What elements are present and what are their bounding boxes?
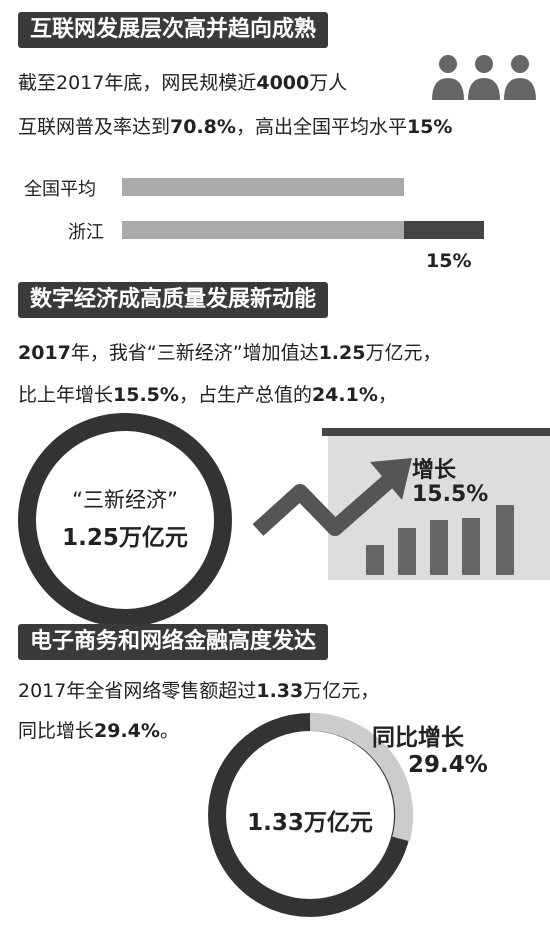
text-segment: 万亿元， — [303, 680, 380, 702]
bar-label: 全国平均 — [24, 179, 96, 200]
bar-label: 浙江 — [68, 222, 104, 243]
difference-bar — [404, 221, 484, 239]
text-segment: 2017年全省网络零售额超过 — [18, 680, 257, 702]
text-segment: 比上年增长 — [18, 384, 114, 406]
text-segment: 年，我省“三新经济”增加值达 — [70, 342, 319, 364]
text-segment: 万亿元， — [365, 342, 442, 364]
zhejiang-bar — [122, 221, 404, 239]
text-segment: ，高出全国平均水平 — [235, 116, 407, 138]
text-segment: 1.33 — [256, 680, 304, 702]
text-segment: 24.1% — [311, 384, 378, 406]
text-segment: 2017 — [18, 342, 71, 364]
heading: 电子商务和网络金融高度发达 — [18, 624, 329, 660]
text-segment: 4000 — [256, 72, 310, 94]
text-segment: 15.5% — [113, 384, 179, 406]
text-line: 截至2017年底，网民规模近4000万人 — [18, 68, 347, 95]
text-line: 同比增长29.4%。 — [18, 716, 179, 743]
text-segment: 截至2017年底，网民规模近 — [18, 72, 257, 94]
donut-value: 29.4% — [408, 752, 488, 778]
donut-growth-arc — [309, 712, 414, 842]
text-segment: ，占生产总值的 — [178, 384, 312, 406]
text-segment: 70.8% — [170, 116, 236, 138]
text-segment: 。 — [159, 720, 179, 742]
text-line: 互联网普及率达到70.8%，高出全国平均水平15% — [18, 112, 452, 139]
card-label: 增长 — [412, 458, 457, 483]
text-segment: 15% — [406, 116, 453, 138]
donut-center: 1.33万亿元 — [247, 810, 373, 836]
ring-label: “三新经济” — [72, 488, 178, 512]
ring-value: 1.25万亿元 — [62, 525, 188, 551]
arrow-head — [370, 458, 412, 500]
difference-label: 15% — [426, 250, 472, 272]
trend-arrow — [252, 471, 398, 536]
text-line: 2017年全省网络零售额超过1.33万亿元， — [18, 676, 379, 703]
donut-label: 同比增长 — [372, 725, 464, 751]
card-top — [322, 428, 550, 436]
text-segment: 1.25 — [318, 342, 366, 364]
card-bars — [366, 505, 514, 575]
heading: 互联网发展层次高并趋向成熟 — [18, 12, 329, 48]
text-line: 2017年，我省“三新经济”增加值达1.25万亿元， — [18, 338, 441, 365]
text-segment: 互联网普及率达到 — [18, 116, 171, 138]
text-segment: 万人 — [309, 72, 348, 94]
card-value: 15.5% — [412, 482, 489, 507]
text-segment: 同比增长 — [18, 720, 95, 742]
national-bar — [122, 178, 404, 196]
text-segment: ， — [377, 384, 397, 406]
people-icons — [432, 55, 536, 100]
ring — [18, 413, 232, 627]
text-segment: 29.4% — [94, 720, 160, 742]
heading: 数字经济成高质量发展新动能 — [18, 282, 329, 318]
text-line: 比上年增长15.5%，占生产总值的24.1%， — [18, 380, 397, 407]
